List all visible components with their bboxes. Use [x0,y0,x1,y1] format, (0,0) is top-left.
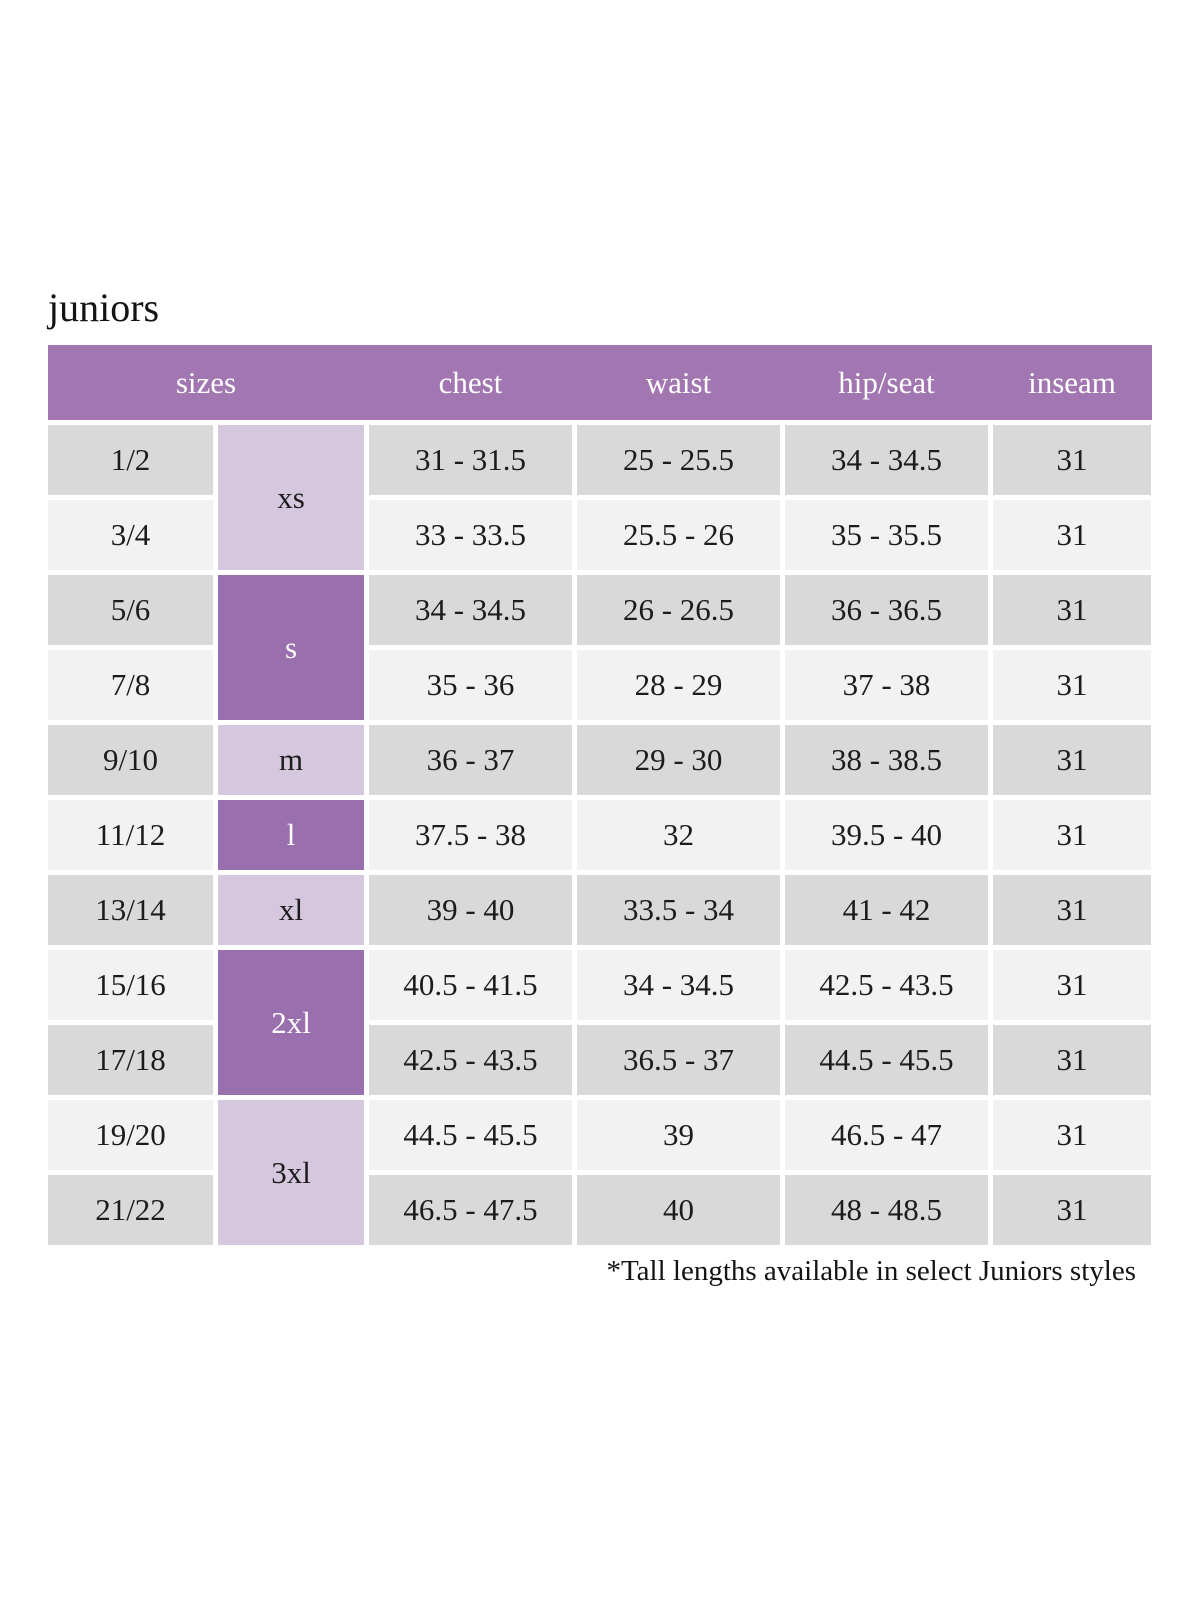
hip-seat-value: 37 - 38 [785,650,988,720]
row-size-label: 11/12 [48,800,213,870]
row-size-label: 1/2 [48,425,213,495]
inseam-value: 31 [993,725,1151,795]
inseam-value: 31 [993,1175,1151,1245]
waist-value: 32 [577,800,780,870]
size-group-xs: xs [218,425,364,570]
hip-seat-value: 38 - 38.5 [785,725,988,795]
inseam-value: 31 [993,425,1151,495]
column-header-hip-seat: hip/seat [838,364,935,400]
inseam-value: 31 [993,1100,1151,1170]
chest-value: 31 - 31.5 [369,425,572,495]
waist-value: 34 - 34.5 [577,950,780,1020]
row-size-label: 19/20 [48,1100,213,1170]
waist-value: 25.5 - 26 [577,500,780,570]
chest-value: 39 - 40 [369,875,572,945]
size-group-xl: xl [218,875,364,945]
hip-seat-value: 41 - 42 [785,875,988,945]
row-size-label: 7/8 [48,650,213,720]
chest-value: 44.5 - 45.5 [369,1100,572,1170]
hip-seat-value: 48 - 48.5 [785,1175,988,1245]
hip-seat-value: 35 - 35.5 [785,500,988,570]
row-size-label: 5/6 [48,575,213,645]
row-size-label: 3/4 [48,500,213,570]
chest-value: 35 - 36 [369,650,572,720]
inseam-value: 31 [993,1025,1151,1095]
waist-value: 28 - 29 [577,650,780,720]
chest-value: 34 - 34.5 [369,575,572,645]
row-size-label: 9/10 [48,725,213,795]
row-size-label: 15/16 [48,950,213,1020]
waist-value: 25 - 25.5 [577,425,780,495]
row-size-label: 17/18 [48,1025,213,1095]
size-group-l: l [218,800,364,870]
column-header-waist: waist [645,364,712,400]
hip-seat-value: 46.5 - 47 [785,1100,988,1170]
chest-value: 40.5 - 41.5 [369,950,572,1020]
column-header-chest: chest [438,364,503,400]
hip-seat-value: 44.5 - 45.5 [785,1025,988,1095]
waist-value: 26 - 26.5 [577,575,780,645]
waist-value: 33.5 - 34 [577,875,780,945]
column-header-inseam: inseam [1028,364,1116,400]
chest-value: 46.5 - 47.5 [369,1175,572,1245]
size-table-body: xs s m l xl 2xl 3xl 1/2 31 - 31.5 25 - 2… [48,425,1152,1245]
size-group-3xl: 3xl [218,1100,364,1245]
waist-value: 40 [577,1175,780,1245]
chest-value: 42.5 - 43.5 [369,1025,572,1095]
chest-value: 36 - 37 [369,725,572,795]
waist-value: 39 [577,1100,780,1170]
inseam-value: 31 [993,500,1151,570]
hip-seat-value: 36 - 36.5 [785,575,988,645]
chest-value: 33 - 33.5 [369,500,572,570]
inseam-value: 31 [993,650,1151,720]
inseam-value: 31 [993,800,1151,870]
row-size-label: 13/14 [48,875,213,945]
waist-value: 29 - 30 [577,725,780,795]
hip-seat-value: 42.5 - 43.5 [785,950,988,1020]
size-group-2xl: 2xl [218,950,364,1095]
waist-value: 36.5 - 37 [577,1025,780,1095]
column-header-sizes: sizes [175,364,237,400]
page-title: juniors [48,285,160,330]
inseam-value: 31 [993,950,1151,1020]
inseam-value: 31 [993,875,1151,945]
footnote: *Tall lengths available in select Junior… [606,1255,1136,1287]
size-group-s: s [218,575,364,720]
table-header-row: sizes chest waist hip/seat inseam [48,345,1152,420]
hip-seat-value: 34 - 34.5 [785,425,988,495]
juniors-size-chart-page: juniors sizes chest waist hip/seat insea… [48,0,1152,1288]
chest-value: 37.5 - 38 [369,800,572,870]
inseam-value: 31 [993,575,1151,645]
hip-seat-value: 39.5 - 40 [785,800,988,870]
size-group-m: m [218,725,364,795]
row-size-label: 21/22 [48,1175,213,1245]
